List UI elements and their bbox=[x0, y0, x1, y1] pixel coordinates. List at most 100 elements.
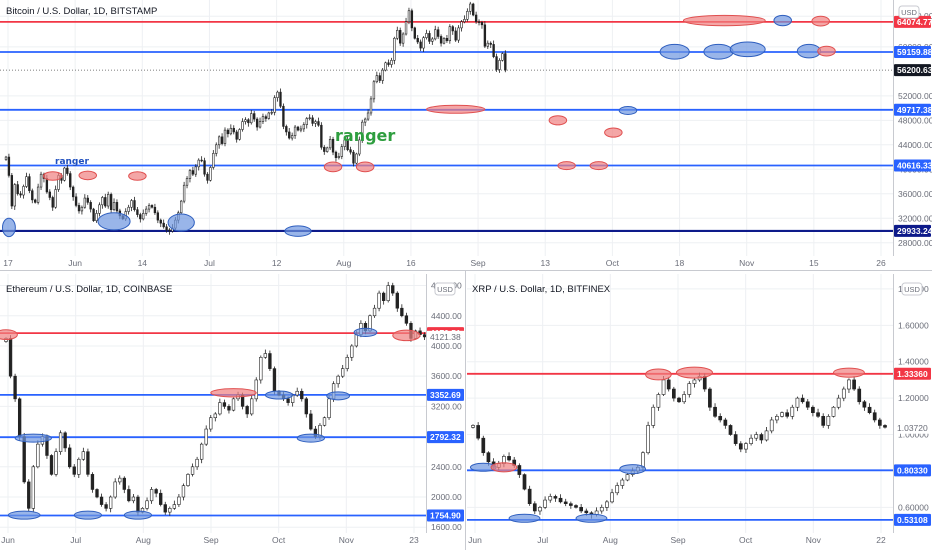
candle bbox=[213, 412, 217, 422]
highlight-ellipse-blue[interactable] bbox=[659, 43, 690, 60]
candle bbox=[13, 373, 17, 402]
svg-text:0.80330: 0.80330 bbox=[897, 465, 928, 475]
highlight-ellipse-blue[interactable] bbox=[618, 106, 638, 116]
x-tick-label: 26 bbox=[876, 258, 886, 268]
candle bbox=[185, 176, 189, 189]
highlight-ellipse-red[interactable] bbox=[817, 45, 836, 57]
candle bbox=[250, 109, 253, 125]
candle bbox=[49, 454, 54, 476]
candle bbox=[197, 158, 200, 171]
candle bbox=[378, 72, 381, 83]
candle bbox=[235, 129, 238, 143]
eth-time-axis[interactable]: Jun Jul Aug Sep Oct Nov 23 bbox=[1, 535, 419, 545]
highlight-ellipse-blue[interactable] bbox=[575, 513, 608, 523]
highlight-ellipse-blue[interactable] bbox=[264, 390, 294, 400]
candle bbox=[369, 96, 373, 116]
highlight-ellipse-blue[interactable] bbox=[296, 433, 326, 443]
candle bbox=[191, 166, 195, 176]
candle bbox=[282, 103, 285, 130]
highlight-ellipse-blue[interactable] bbox=[14, 433, 52, 443]
candle bbox=[4, 155, 8, 161]
xrp-pane[interactable]: 0.600001.000001.200001.400001.600001.800… bbox=[467, 274, 931, 545]
highlight-ellipse-red[interactable] bbox=[548, 115, 568, 126]
highlight-ellipse-red[interactable] bbox=[811, 15, 830, 27]
candle bbox=[302, 122, 306, 132]
candle bbox=[181, 483, 186, 501]
candle bbox=[77, 457, 81, 479]
candle bbox=[504, 50, 507, 73]
highlight-ellipse-red[interactable] bbox=[557, 161, 576, 171]
candle bbox=[749, 434, 753, 446]
candle bbox=[71, 185, 75, 201]
candle bbox=[80, 205, 84, 215]
highlight-ellipse-red[interactable] bbox=[675, 366, 713, 379]
highlight-ellipse-blue[interactable] bbox=[1, 217, 16, 238]
highlight-ellipse-blue[interactable] bbox=[73, 510, 103, 520]
candle bbox=[209, 414, 213, 432]
highlight-ellipse-red[interactable] bbox=[589, 161, 609, 171]
btc-pane[interactable]: 28000.0032000.0036000.0040000.0044000.00… bbox=[0, 0, 932, 268]
level-price-label: 59159.88 bbox=[894, 45, 932, 58]
xrp-highlights bbox=[469, 366, 865, 523]
highlight-ellipse-red[interactable] bbox=[128, 171, 147, 181]
highlight-ellipse-blue[interactable] bbox=[619, 464, 647, 475]
candle bbox=[77, 202, 81, 214]
highlight-ellipse-blue[interactable] bbox=[123, 510, 153, 520]
highlight-ellipse-blue[interactable] bbox=[508, 513, 541, 523]
highlight-ellipse-red[interactable] bbox=[323, 161, 343, 173]
candle bbox=[599, 504, 604, 514]
candle bbox=[404, 312, 409, 326]
highlight-ellipse-blue[interactable] bbox=[284, 225, 312, 237]
svg-text:64074.77: 64074.77 bbox=[897, 17, 932, 27]
highlight-ellipse-blue[interactable] bbox=[326, 391, 351, 401]
highlight-ellipse-blue[interactable] bbox=[729, 41, 766, 58]
highlight-ellipse-red[interactable] bbox=[490, 462, 518, 473]
eth-price-axis[interactable]: 1600.00 2000.00 2400.00 3200.00 3600.00 4000.… bbox=[427, 281, 464, 533]
candle bbox=[532, 501, 537, 515]
y-tick-label: 1.40000 bbox=[898, 357, 929, 367]
eth-pane[interactable]: 1600.00 2000.00 2400.00 3200.00 3600.00 4000.… bbox=[0, 274, 464, 545]
highlight-ellipse-red[interactable] bbox=[42, 171, 63, 181]
candle bbox=[713, 403, 717, 418]
highlight-ellipse-blue[interactable] bbox=[97, 212, 131, 231]
candle bbox=[95, 210, 98, 223]
highlight-ellipse-blue[interactable] bbox=[7, 510, 41, 520]
btc-price-axis[interactable]: 28000.0032000.0036000.0040000.0044000.00… bbox=[894, 11, 932, 248]
highlight-ellipse-blue[interactable] bbox=[167, 213, 195, 232]
eth-usd-badge: USD bbox=[434, 282, 456, 296]
highlight-ellipse-red[interactable] bbox=[833, 367, 865, 378]
candle bbox=[334, 150, 338, 162]
level-price-label: 40616.33 bbox=[894, 159, 932, 172]
x-tick-label: Nov bbox=[806, 535, 822, 545]
eth-candles bbox=[4, 281, 427, 516]
highlight-ellipse-red[interactable] bbox=[78, 170, 98, 181]
xrp-price-axis[interactable]: 0.600001.000001.200001.400001.600001.800… bbox=[894, 284, 931, 526]
highlight-ellipse-blue[interactable] bbox=[353, 327, 378, 338]
xrp-time-axis[interactable]: Jun Jul Aug Sep Oct Nov 22 bbox=[468, 535, 886, 545]
svg-text:49717.38: 49717.38 bbox=[897, 105, 932, 115]
y-tick-label: 0.60000 bbox=[898, 502, 929, 512]
highlight-ellipse-red[interactable] bbox=[682, 14, 766, 27]
x-tick-label: Jul bbox=[537, 535, 548, 545]
level-price-label: 0.80330 bbox=[894, 464, 931, 477]
highlight-ellipse-red[interactable] bbox=[0, 329, 18, 341]
highlight-ellipse-red[interactable] bbox=[645, 368, 672, 381]
highlight-ellipse-red[interactable] bbox=[392, 329, 421, 342]
highlight-ellipse-blue[interactable] bbox=[773, 14, 792, 27]
highlight-ellipse-red[interactable] bbox=[604, 127, 623, 138]
highlight-ellipse-red[interactable] bbox=[425, 104, 486, 114]
candle bbox=[646, 421, 650, 455]
highlight-ellipse-blue[interactable] bbox=[796, 43, 822, 59]
highlight-ellipse-blue[interactable] bbox=[703, 43, 734, 60]
candle bbox=[122, 476, 126, 494]
highlight-ellipse-red[interactable] bbox=[355, 161, 375, 173]
candle bbox=[238, 128, 241, 141]
candle bbox=[261, 113, 265, 124]
highlight-ellipse-red[interactable] bbox=[210, 388, 257, 398]
candle bbox=[451, 25, 454, 35]
candle bbox=[54, 185, 57, 209]
btc-time-axis[interactable]: 17 Jun 14 Jul 12 Aug 16 Sep 13 Oct 18 Nov 15 26 bbox=[3, 258, 886, 268]
candle bbox=[250, 395, 254, 416]
candle bbox=[477, 19, 481, 26]
candle bbox=[226, 128, 230, 138]
